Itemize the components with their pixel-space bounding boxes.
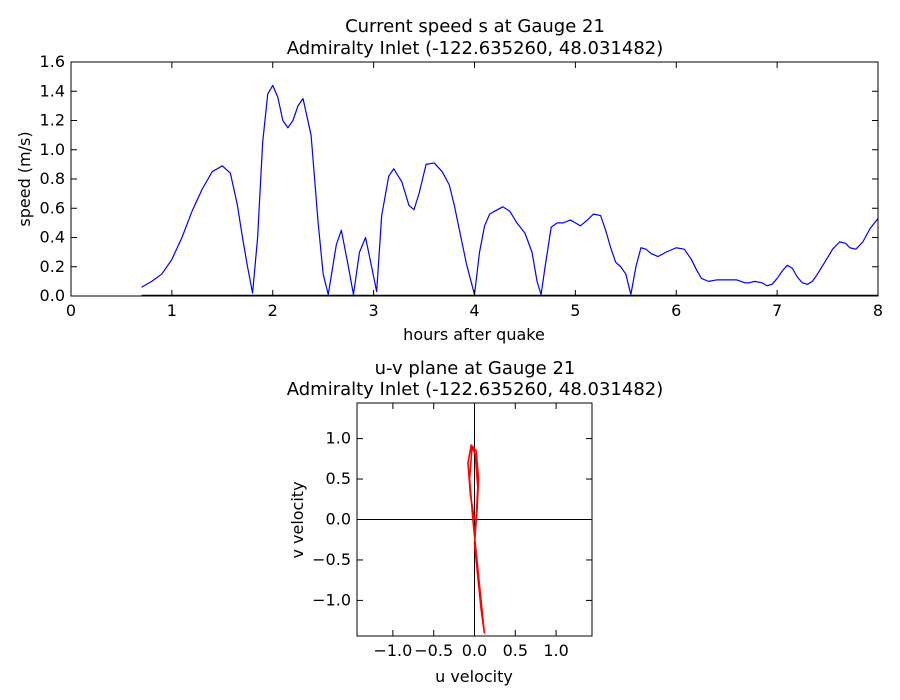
uv-y-tick-label: 0.5 [326, 469, 351, 488]
speed-y-tick-label: 0.2 [40, 257, 65, 276]
speed-y-tick-label: 1.2 [40, 111, 65, 130]
uv-chart-title-line2: Admiralty Inlet (-122.635260, 48.031482) [287, 379, 664, 400]
speed-chart-title-line2: Admiralty Inlet (-122.635260, 48.031482) [287, 38, 664, 59]
uv-series [357, 403, 592, 636]
speed-series-line [141, 84, 879, 296]
uv-x-tick-label: −1.0 [373, 641, 412, 660]
uv-x-tick-label: 1.0 [543, 641, 568, 660]
speed-y-tick-label: 0.4 [40, 228, 65, 247]
speed-x-tick-label: 0 [66, 301, 76, 320]
speed-x-tick-label: 3 [369, 301, 379, 320]
speed-x-tick-label: 2 [268, 301, 278, 320]
uv-chart-title-line1: u-v plane at Gauge 21 [375, 358, 576, 379]
speed-series [141, 84, 879, 297]
speed-x-tick-label: 6 [671, 301, 681, 320]
speed-x-tick-label: 5 [570, 301, 580, 320]
speed-plot-frame [70, 61, 879, 297]
uv-plot-frame [356, 402, 593, 637]
uv-y-tick-label: −0.5 [312, 550, 351, 569]
speed-chart: Current speed s at Gauge 21 Admiralty In… [15, 16, 883, 344]
speed-x-tick-label: 4 [469, 301, 479, 320]
uv-ticks: −1.0 −0.5 0.0 0.5 1.0−1.0−0.50.00.51.0 [312, 403, 592, 660]
uv-x-tick-label: −0.5 [414, 641, 453, 660]
uv-x-axis-label: u velocity [435, 667, 513, 686]
uv-x-tick-label: 0.0 [462, 641, 487, 660]
uv-y-axis-label: v velocity [288, 481, 307, 558]
speed-x-tick-label: 1 [167, 301, 177, 320]
speed-y-tick-label: 1.6 [40, 52, 65, 71]
speed-x-tick-label: 7 [772, 301, 782, 320]
speed-y-tick-label: 0.8 [40, 169, 65, 188]
speed-y-tick-label: 0.6 [40, 198, 65, 217]
speed-chart-title-line1: Current speed s at Gauge 21 [345, 16, 605, 37]
uv-y-tick-label: 0.0 [326, 510, 351, 529]
speed-x-axis-label: hours after quake [403, 325, 545, 344]
uv-series-line [467, 444, 486, 634]
speed-y-tick-label: 1.4 [40, 81, 65, 100]
speed-ticks: 0 1 2 3 4 5 6 7 8 0.0 0.2 0.4 0.6 0.8 1.0 1.2 1.4 1.6 [40, 52, 884, 320]
speed-y-axis-label: speed (m/s) [15, 131, 34, 226]
speed-y-tick-label: 1.0 [40, 140, 65, 159]
uv-y-tick-label: 1.0 [326, 429, 351, 448]
speed-y-tick-label: 0.0 [40, 286, 65, 305]
uv-y-tick-label: −1.0 [312, 590, 351, 609]
uv-x-tick-label: 0.5 [503, 641, 528, 660]
speed-x-tick-label: 8 [873, 301, 883, 320]
uv-plane-chart: u-v plane at Gauge 21 Admiralty Inlet (-… [287, 358, 664, 686]
